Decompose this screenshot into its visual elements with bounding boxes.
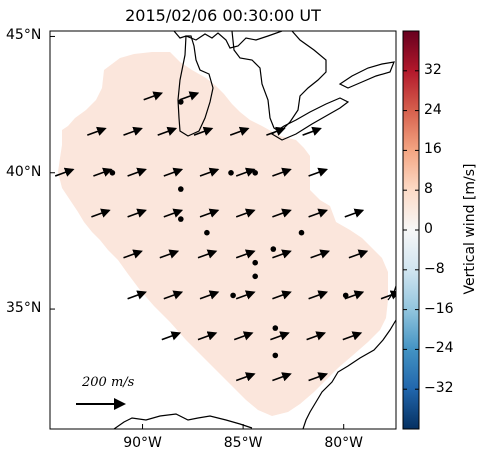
wind-arrow (235, 290, 256, 300)
wind-arrow (235, 167, 256, 177)
station-dot (178, 186, 184, 192)
map-title: 2015/02/06 00:30:00 UT (125, 6, 321, 25)
wind-arrow (199, 290, 220, 300)
station-dot (252, 170, 258, 176)
station-dot (298, 229, 305, 236)
wind-arrow (266, 126, 286, 136)
wind-arrow (54, 167, 75, 177)
lake-michigan-shore (177, 35, 214, 137)
wind-arrow (233, 331, 254, 341)
wind-arrow (163, 167, 184, 177)
lake-ontario-shore (338, 61, 395, 89)
wind-arrow (161, 331, 182, 341)
wind-arrow (123, 249, 143, 259)
wind-arrow (235, 208, 256, 218)
wind-arrow (199, 208, 220, 218)
wind-arrow (127, 290, 147, 300)
gulf-coastline (113, 413, 253, 429)
station-dot (342, 292, 349, 299)
atlantic-coastline (302, 319, 396, 429)
lon-tick-label: 90°W (123, 435, 162, 451)
wind-arrow (193, 126, 214, 136)
wind-arrow (127, 208, 147, 218)
wind-arrow (123, 126, 143, 136)
station-dot (270, 246, 277, 252)
wind-arrow (235, 249, 256, 259)
colorbar-tick-label: 24 (424, 101, 442, 118)
station-dot (178, 99, 184, 105)
wind-arrow (344, 290, 365, 300)
wind-arrow (272, 208, 292, 218)
wind-arrow (197, 249, 218, 259)
scale-arrow-label: 200 m/s (82, 375, 135, 390)
wind-arrow (235, 372, 256, 382)
wind-arrow (272, 372, 292, 382)
wind-arrow (93, 167, 113, 177)
colorbar-tick-label: −32 (424, 380, 454, 397)
wind-arrow (342, 331, 363, 341)
wind-arrow (272, 167, 292, 177)
wind-arrow (159, 249, 180, 259)
wind-arrow (308, 208, 329, 218)
lat-tick-label: 40°N (6, 163, 42, 180)
wind-arrow (229, 126, 250, 136)
wind-arrow (91, 208, 111, 218)
wind-arrow (179, 91, 200, 101)
lon-tick-label: 80°W (324, 435, 364, 451)
lon-tick-label: 85°W (223, 435, 263, 451)
wind-arrow (308, 372, 329, 382)
colorbar-tick-label: −16 (424, 300, 454, 317)
colorbar-tick-label: 0 (424, 221, 433, 237)
wind-arrow (310, 249, 331, 259)
wind-arrow (163, 290, 184, 300)
wind-arrow (306, 331, 327, 341)
colorbar-tick-label: −24 (424, 340, 454, 357)
station-dot (252, 259, 258, 266)
wind-arrow (197, 331, 218, 341)
station-dot (272, 325, 279, 331)
wind-arrow (308, 290, 329, 300)
lat-tick-label: 45°N (6, 27, 42, 44)
upper-peninsula-shore (173, 31, 283, 49)
wind-arrow (163, 208, 184, 218)
wind-vectors (54, 91, 396, 382)
colorbar-tick-label: 32 (424, 61, 442, 78)
colorbar-label: Vertical wind [m/s] (462, 163, 478, 295)
station-dot (252, 273, 258, 280)
axis-ticks (50, 35, 345, 429)
vertical-wind-field (58, 52, 388, 416)
wind-arrow (344, 208, 365, 218)
station-dot (272, 352, 279, 359)
map-frame (49, 30, 397, 430)
station-dot (204, 229, 210, 236)
colorbar-tick-label: 8 (424, 181, 433, 198)
wind-arrow (157, 126, 178, 136)
lake-erie-shore (270, 97, 350, 141)
colorbar-ticks (403, 70, 419, 390)
lat-tick-label: 35°N (6, 300, 42, 317)
colorbar-tick-label: 16 (424, 141, 442, 158)
station-dot (109, 170, 116, 176)
wind-arrow (143, 91, 164, 101)
station-markers (109, 99, 349, 359)
colorbar-tick-label: −8 (424, 260, 445, 277)
wind-arrow (302, 126, 322, 136)
wind-arrow (87, 126, 107, 136)
wind-arrow (348, 249, 369, 259)
wind-arrow (199, 167, 220, 177)
wind-arrow (127, 167, 147, 177)
wind-arrow (308, 167, 329, 177)
station-dot (178, 216, 184, 222)
wind-arrow (272, 290, 292, 300)
wind-arrow (272, 249, 292, 259)
station-dot (230, 292, 236, 299)
station-dot (228, 170, 234, 176)
wind-arrow (270, 331, 290, 341)
